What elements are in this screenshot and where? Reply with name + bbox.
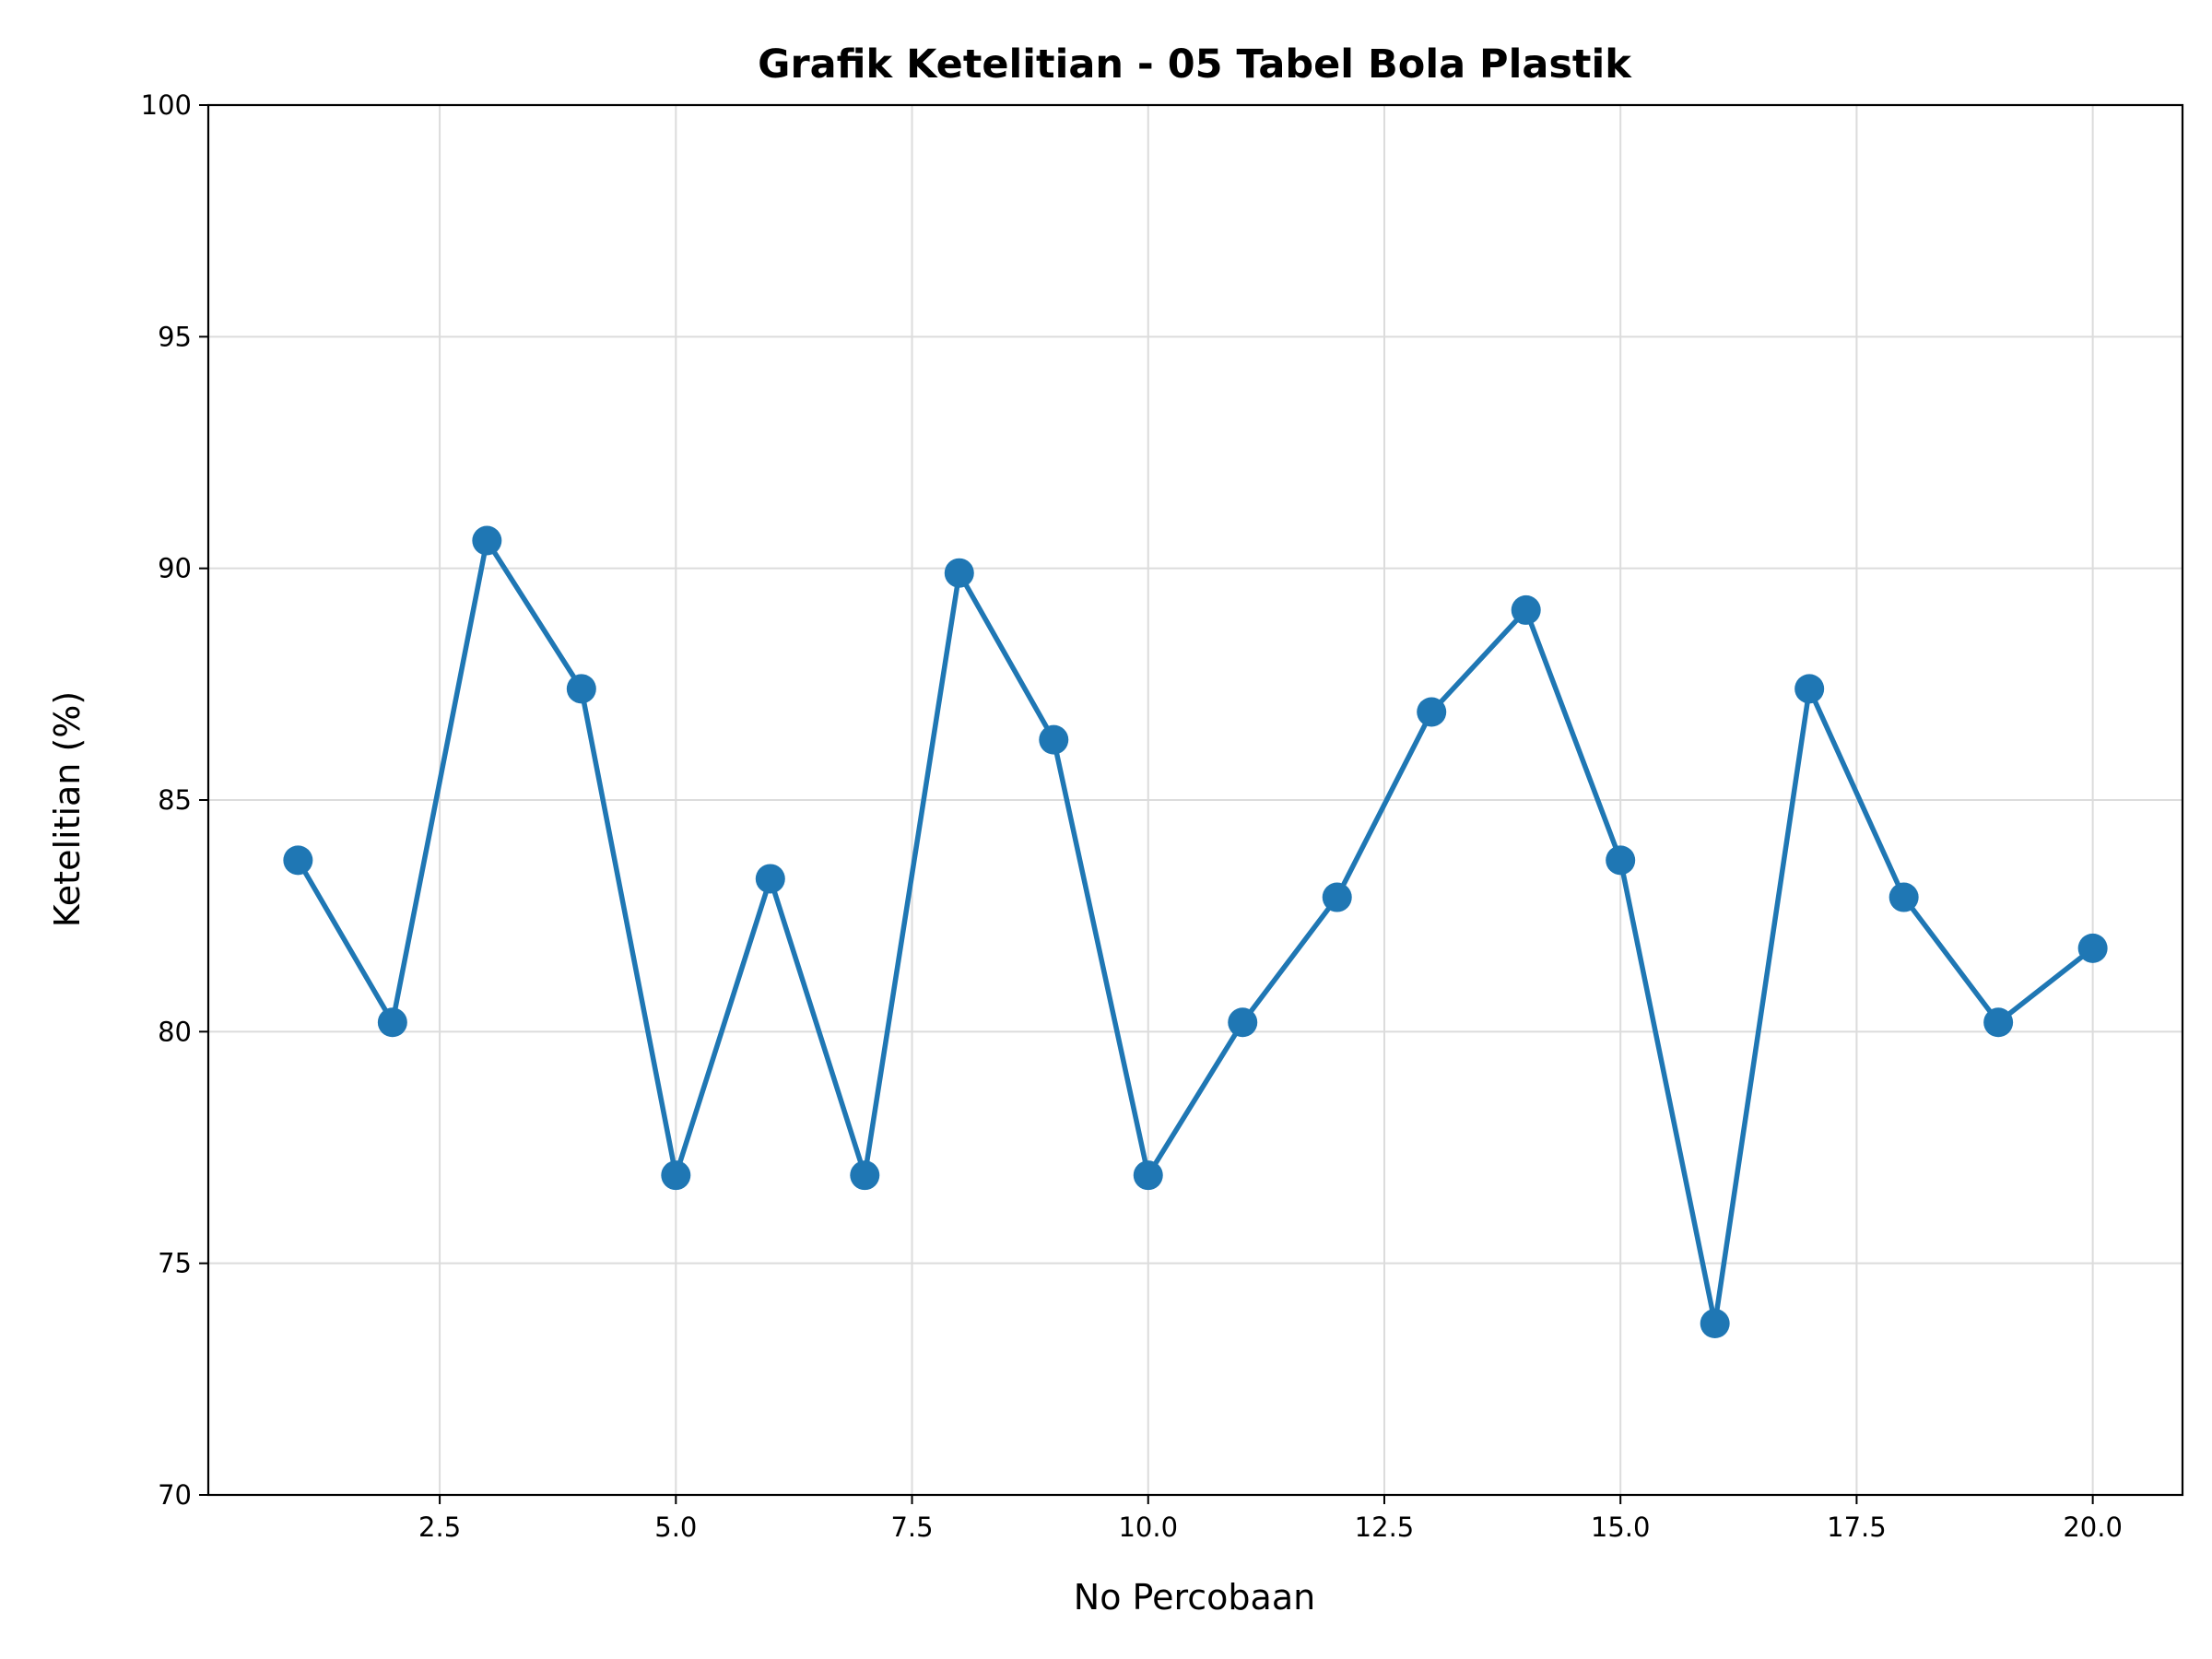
- data-point: [850, 1160, 880, 1191]
- y-axis-title: Ketelitian (%): [47, 691, 88, 927]
- y-axis: 70 75 80 85 90 95 100: [141, 89, 208, 1511]
- data-point: [472, 525, 502, 556]
- x-tick-label: 12.5: [1355, 1512, 1415, 1543]
- data-point: [1606, 845, 1636, 876]
- y-tick-label: 80: [158, 1016, 192, 1047]
- data-point: [1888, 882, 1919, 912]
- data-point: [2077, 933, 2108, 963]
- data-point: [1039, 724, 1069, 755]
- y-tick-label: 75: [158, 1248, 192, 1279]
- y-tick-label: 95: [158, 321, 192, 352]
- data-point: [283, 845, 313, 876]
- series-ketelitian: [283, 525, 2108, 1339]
- x-axis-title: No Percobaan: [1074, 1577, 1315, 1618]
- data-point: [661, 1160, 691, 1191]
- series-line: [296, 537, 2095, 1326]
- chart-title: Grafik Ketelitian - 05 Tabel Bola Plasti…: [758, 41, 1632, 88]
- x-tick-label: 5.0: [654, 1512, 697, 1543]
- x-tick-label: 15.0: [1591, 1512, 1651, 1543]
- data-point: [566, 674, 596, 704]
- data-point: [1511, 594, 1541, 625]
- data-point: [1228, 1007, 1258, 1038]
- data-point: [1700, 1309, 1730, 1339]
- data-point: [1983, 1007, 2014, 1038]
- data-point: [377, 1007, 407, 1038]
- data-point: [944, 558, 974, 588]
- x-tick-label: 17.5: [1827, 1512, 1887, 1543]
- data-point: [1322, 882, 1352, 912]
- y-tick-label: 85: [158, 784, 192, 816]
- data-point: [755, 864, 785, 894]
- x-tick-label: 20.0: [2063, 1512, 2123, 1543]
- y-tick-label: 70: [158, 1479, 192, 1511]
- data-point: [1133, 1160, 1163, 1191]
- x-tick-label: 2.5: [418, 1512, 461, 1543]
- data-point: [1794, 674, 1825, 704]
- y-tick-label: 90: [158, 553, 192, 584]
- y-tick-label: 100: [141, 89, 192, 121]
- data-point: [1417, 697, 1447, 727]
- x-tick-label: 7.5: [890, 1512, 933, 1543]
- x-tick-label: 10.0: [1118, 1512, 1178, 1543]
- x-axis: 2.5 5.0 7.5 10.0 12.5 15.0 17.5 20.0: [418, 1495, 2123, 1543]
